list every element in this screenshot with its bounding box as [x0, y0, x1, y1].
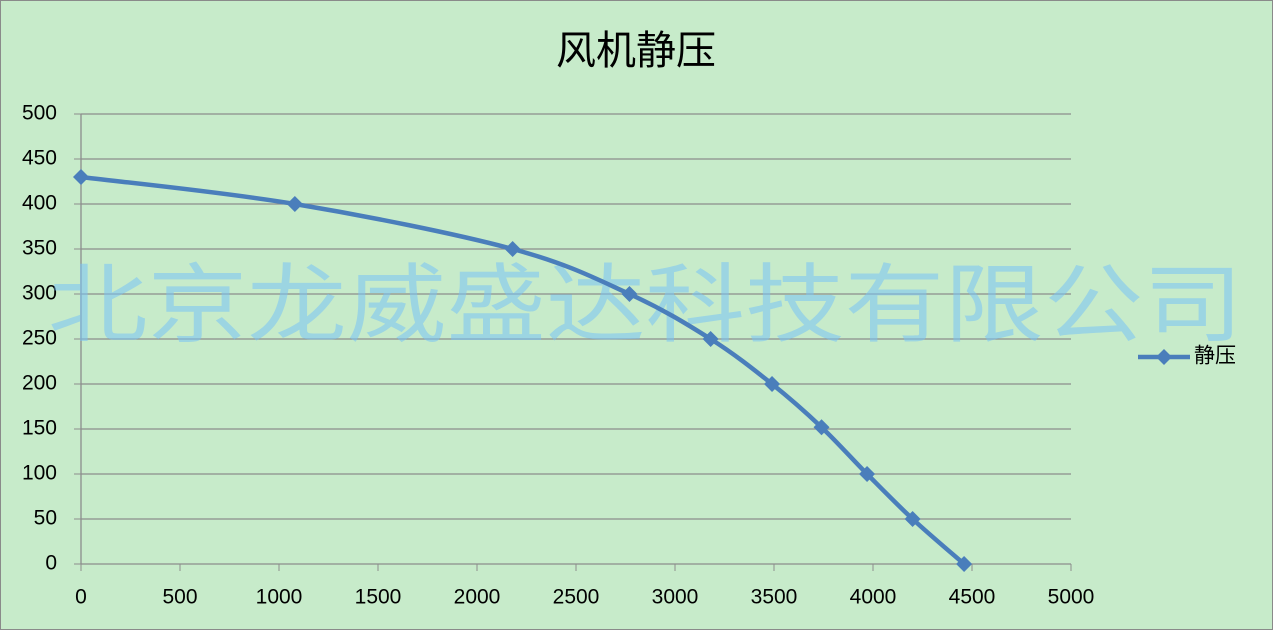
point-marker — [504, 241, 521, 257]
point-marker — [286, 196, 303, 212]
point-marker — [859, 466, 876, 482]
x-tick-label: 1500 — [355, 586, 402, 609]
legend-label: 静压 — [1194, 345, 1236, 368]
point-marker — [764, 376, 781, 392]
legend-marker — [1156, 349, 1172, 365]
point-marker — [621, 286, 638, 302]
x-tick-label: 2500 — [553, 586, 600, 609]
x-tick-label: 3000 — [652, 586, 699, 609]
y-tick-label: 250 — [22, 327, 57, 350]
y-tick-label: 150 — [22, 417, 57, 440]
y-tick-label: 400 — [22, 192, 57, 215]
series-line — [80, 174, 966, 566]
x-tick-label: 4000 — [850, 586, 897, 609]
y-tick-label: 300 — [22, 282, 57, 305]
x-tick-label: 1000 — [256, 586, 303, 609]
point-marker — [904, 511, 921, 527]
x-tick-label: 500 — [162, 586, 197, 609]
x-tick-label: 0 — [75, 586, 87, 609]
y-tick-label: 500 — [22, 102, 57, 125]
x-tick-label: 5000 — [1048, 586, 1095, 609]
point-marker — [73, 169, 89, 185]
chart-title: 风机静压 — [556, 28, 716, 74]
point-marker — [813, 419, 830, 436]
y-tick-label: 200 — [22, 372, 57, 395]
x-tick-label: 2000 — [454, 586, 501, 609]
y-tick-label: 50 — [34, 507, 57, 530]
y-tick-label: 0 — [45, 552, 57, 575]
x-tick-label: 3500 — [751, 586, 798, 609]
y-tick-label: 100 — [22, 462, 57, 485]
point-marker — [956, 556, 973, 572]
watermark: 北京龙威盛达科技有限公司 — [48, 258, 1243, 354]
y-tick-label: 450 — [22, 147, 57, 170]
y-tick-label: 350 — [22, 237, 57, 260]
point-marker — [702, 331, 719, 347]
x-tick-label: 4500 — [949, 586, 996, 609]
